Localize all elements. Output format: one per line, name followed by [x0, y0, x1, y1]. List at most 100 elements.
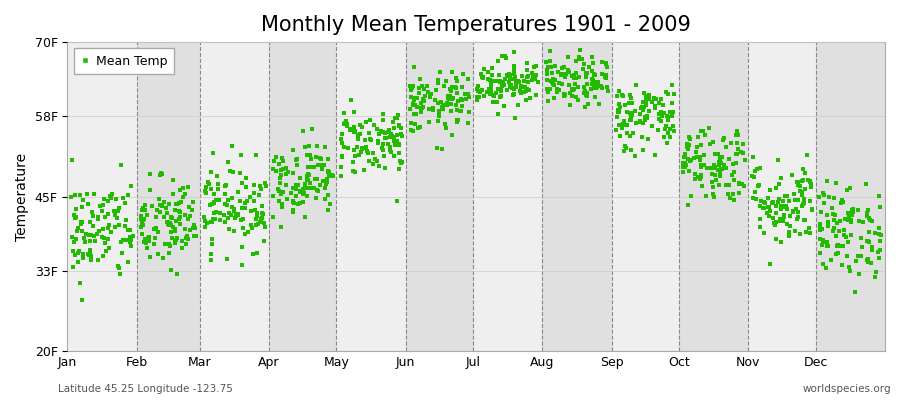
Point: [619, 145, 634, 151]
Point: [662, 134, 677, 140]
Point: [730, 128, 744, 134]
Point: [796, 200, 811, 207]
Point: [274, 167, 289, 173]
Point: [782, 233, 796, 239]
Point: [91, 216, 105, 222]
Point: [103, 193, 117, 200]
Point: [176, 185, 190, 192]
Point: [207, 199, 221, 206]
Point: [64, 194, 78, 200]
Point: [163, 220, 177, 226]
Point: [118, 223, 132, 229]
Point: [387, 115, 401, 122]
Point: [68, 206, 83, 212]
Point: [404, 87, 419, 94]
Point: [843, 268, 858, 274]
Point: [285, 170, 300, 176]
Point: [578, 88, 592, 94]
Point: [407, 97, 421, 104]
Point: [119, 216, 133, 223]
Point: [795, 189, 809, 196]
Point: [71, 248, 86, 254]
Point: [796, 176, 810, 183]
Point: [67, 239, 81, 245]
Point: [753, 216, 768, 222]
Point: [102, 222, 116, 228]
Point: [87, 233, 102, 239]
Point: [683, 157, 698, 163]
Point: [433, 69, 447, 75]
Bar: [337, 42, 406, 351]
Bar: [68, 42, 137, 351]
Point: [831, 250, 845, 256]
Point: [812, 194, 826, 200]
Point: [697, 162, 711, 168]
Point: [109, 196, 123, 202]
Point: [484, 88, 499, 95]
Point: [850, 206, 865, 213]
Point: [639, 94, 653, 100]
Point: [787, 191, 801, 197]
Point: [634, 104, 648, 111]
Point: [256, 220, 271, 227]
Point: [644, 99, 659, 105]
Point: [112, 271, 127, 277]
Point: [482, 77, 497, 83]
Text: Latitude 45.25 Longitude -123.75: Latitude 45.25 Longitude -123.75: [58, 384, 233, 394]
Point: [713, 170, 727, 177]
Point: [695, 183, 709, 190]
Point: [352, 152, 366, 159]
Point: [116, 194, 130, 201]
Bar: [200, 42, 269, 351]
Point: [369, 158, 383, 164]
Point: [803, 230, 817, 237]
Point: [549, 89, 563, 96]
Point: [840, 253, 854, 259]
Point: [793, 231, 807, 237]
Point: [172, 208, 186, 214]
Point: [218, 201, 232, 207]
Point: [610, 93, 625, 100]
Point: [493, 86, 508, 93]
Point: [206, 210, 220, 216]
Point: [153, 172, 167, 178]
Point: [752, 202, 767, 209]
Point: [647, 152, 662, 158]
Point: [555, 70, 570, 77]
Point: [507, 66, 521, 73]
Point: [647, 95, 662, 102]
Legend: Mean Temp: Mean Temp: [74, 48, 174, 74]
Point: [375, 128, 390, 135]
Point: [209, 208, 223, 215]
Point: [167, 228, 182, 234]
Point: [589, 82, 603, 88]
Point: [295, 128, 310, 134]
Point: [723, 195, 737, 202]
Point: [830, 220, 844, 226]
Point: [266, 166, 280, 172]
Point: [274, 201, 289, 207]
Point: [122, 227, 137, 234]
Point: [274, 154, 289, 161]
Point: [579, 70, 593, 76]
Point: [475, 87, 490, 94]
Point: [258, 183, 273, 189]
Point: [247, 182, 261, 188]
Point: [216, 212, 230, 218]
Point: [637, 104, 652, 110]
Point: [616, 118, 631, 124]
Point: [682, 142, 697, 148]
Bar: [749, 42, 815, 351]
Point: [443, 86, 457, 92]
Point: [520, 78, 535, 85]
Point: [580, 70, 594, 76]
Point: [462, 94, 476, 100]
Point: [169, 237, 184, 244]
Point: [702, 124, 716, 131]
Point: [164, 267, 178, 274]
Point: [135, 217, 149, 223]
Point: [628, 152, 643, 159]
Point: [392, 112, 406, 118]
Point: [722, 181, 736, 188]
Point: [520, 60, 535, 66]
